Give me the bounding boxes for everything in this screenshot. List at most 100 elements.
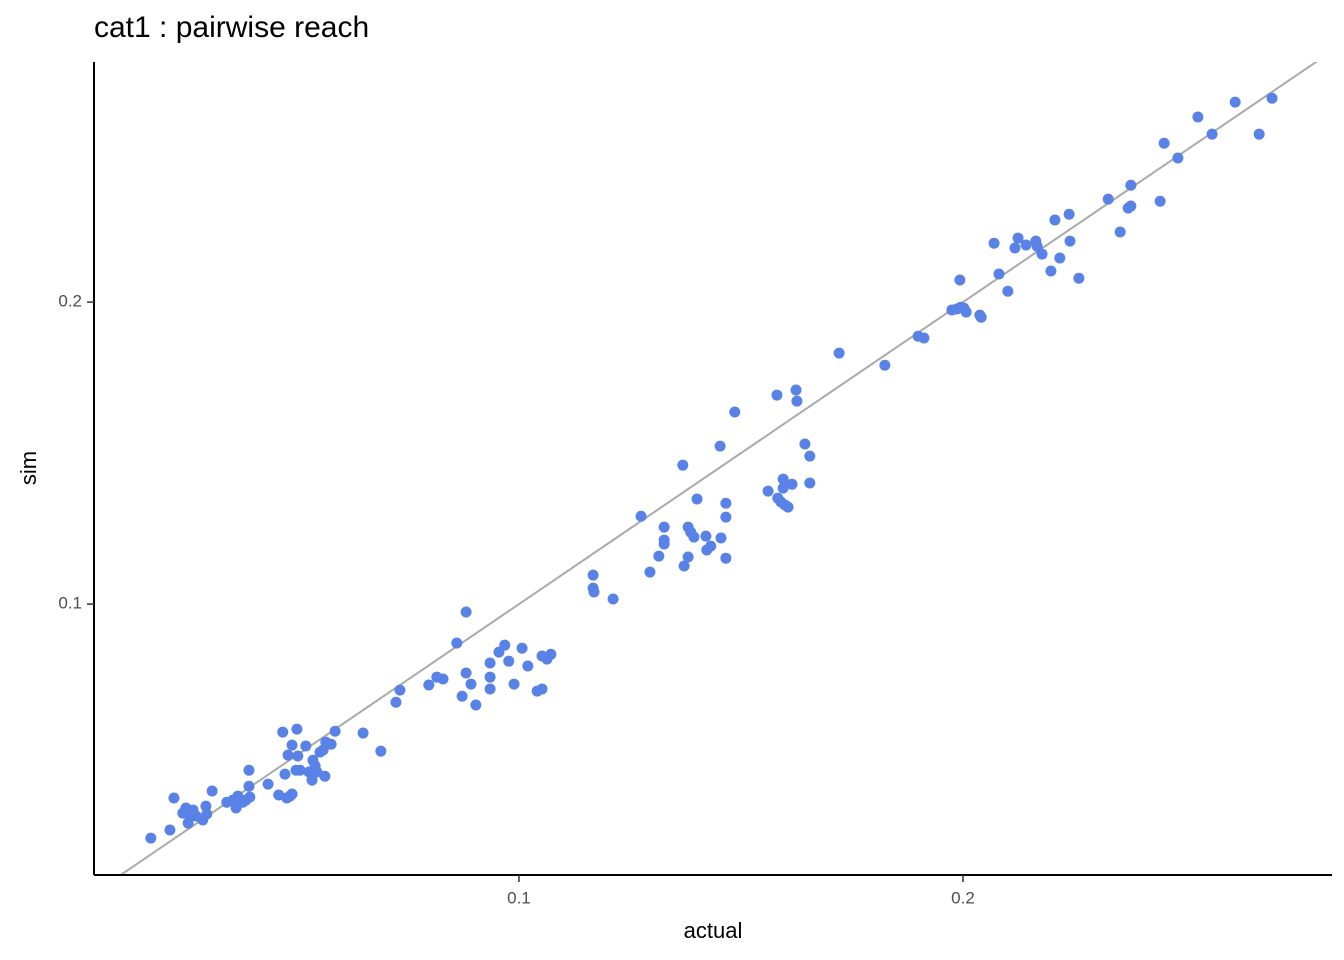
point [319,770,331,782]
point [653,550,665,562]
point [244,791,256,803]
point [516,642,528,654]
point [804,477,816,489]
point [720,552,732,564]
point [588,586,600,598]
point [291,723,303,735]
point [545,648,557,660]
point [484,657,496,669]
point [1102,193,1114,205]
y-tick-label: 0.1 [58,594,82,613]
point [918,332,930,344]
point [720,497,732,509]
point [1154,195,1166,207]
point [1206,128,1218,140]
point [879,359,891,371]
point [682,551,694,563]
point [1125,200,1137,212]
point [484,683,496,695]
point [691,493,703,505]
point [1049,214,1061,226]
point [771,389,783,401]
point [1125,179,1137,191]
point [714,440,726,452]
point [437,673,449,685]
point [1002,285,1014,297]
point [729,406,741,418]
point [1073,272,1085,284]
point [777,473,789,485]
x-tick-label: 0.1 [507,888,531,907]
point [777,482,789,494]
point [294,764,306,776]
point [306,774,318,786]
point [1229,96,1241,108]
point [791,395,803,407]
point [688,531,700,543]
point [720,511,732,523]
chart-title: cat1 : pairwise reach [94,11,369,44]
point [423,679,435,691]
point [292,750,304,762]
point [1031,240,1043,252]
point [536,683,548,695]
point [286,739,298,751]
identity-line [118,62,1318,875]
point [1266,92,1278,104]
point [508,678,520,690]
point [522,660,534,672]
point [715,532,727,544]
point [954,274,966,286]
point [1064,235,1076,247]
point [1020,239,1032,251]
point [1012,232,1024,244]
point [975,311,987,323]
point [587,569,599,581]
point [282,749,294,761]
point [451,637,463,649]
point [456,690,468,702]
point [635,510,647,522]
point [799,438,811,450]
point [782,501,794,513]
point [1054,252,1066,264]
point [243,764,255,776]
point [1063,208,1075,220]
point [145,832,157,844]
point [993,268,1005,280]
point [1045,265,1057,277]
point [700,530,712,542]
point [325,738,337,750]
point [658,538,670,550]
point [300,740,312,752]
point [1036,248,1048,260]
point [960,306,972,318]
point [658,521,670,533]
y-axis-label: sim [16,451,41,485]
point [357,727,369,739]
point [833,347,845,359]
point [1192,111,1204,123]
point [470,699,482,711]
point [484,671,496,683]
point [465,678,477,690]
point [499,639,511,651]
point [277,726,289,738]
point [1253,128,1265,140]
point [804,450,816,462]
point [168,792,180,804]
point [786,478,798,490]
x-tick-label: 0.2 [951,888,975,907]
point [988,237,1000,249]
point [1009,242,1021,254]
point [644,566,656,578]
point [164,824,176,836]
point [1114,226,1126,238]
point [607,593,619,605]
point [705,540,717,552]
point [677,459,689,471]
point [390,696,402,708]
point [762,485,774,497]
point [678,560,690,572]
